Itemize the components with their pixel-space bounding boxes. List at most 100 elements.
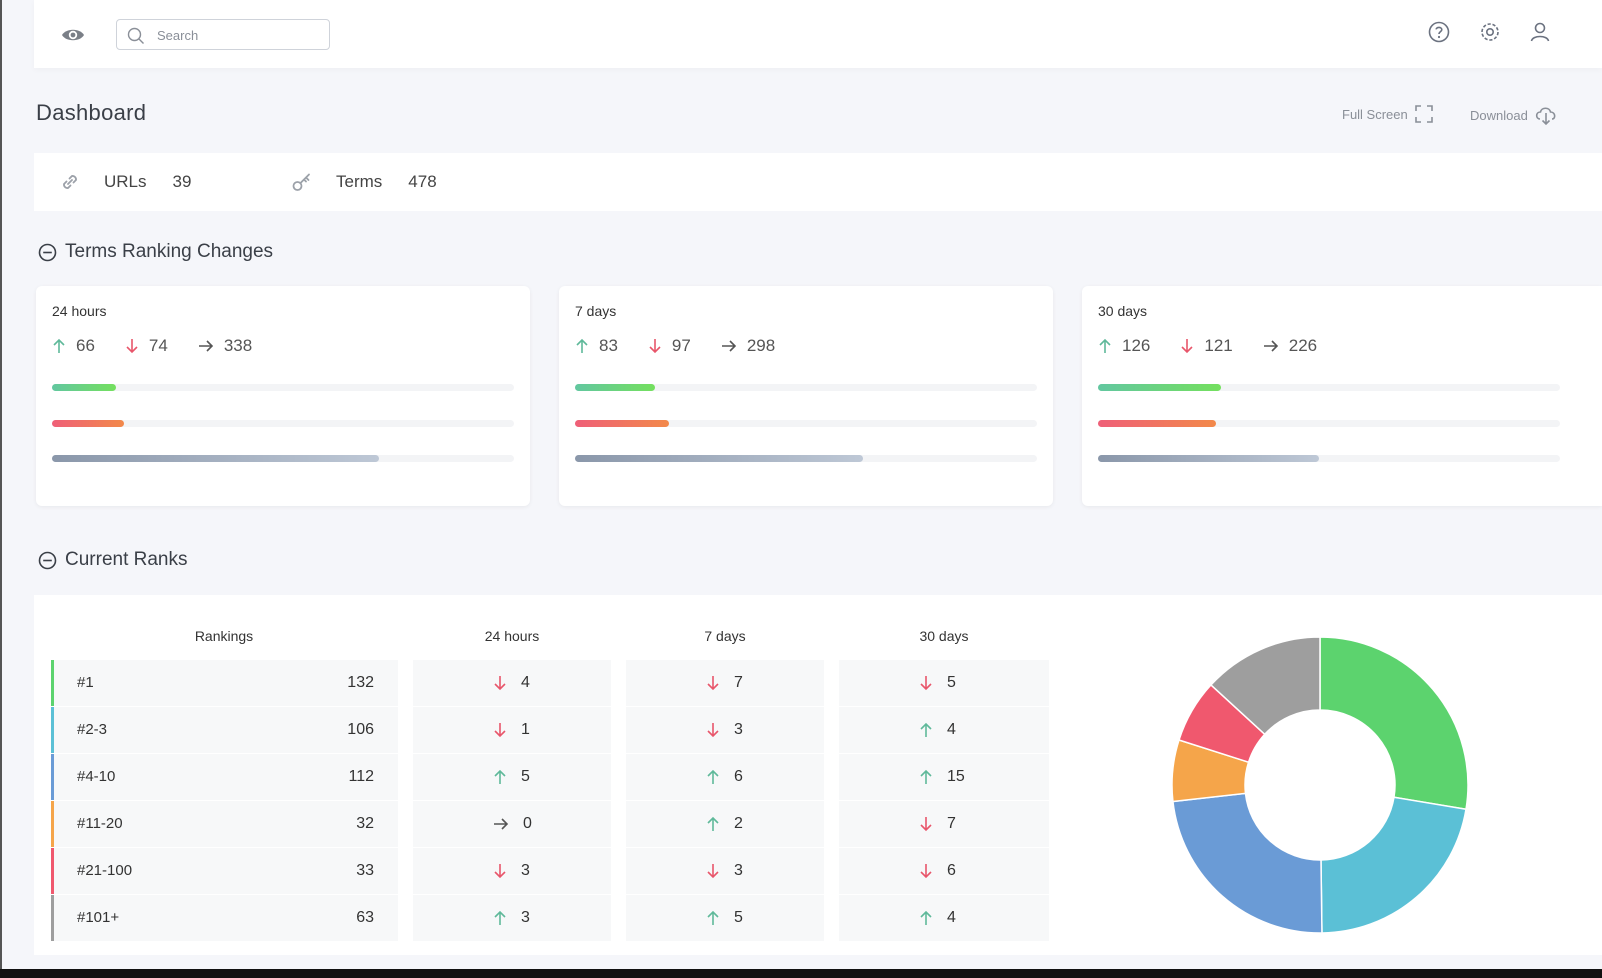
rank-row-cell[interactable]: #21-100 33 [51,848,398,894]
rank-count: 32 [356,815,374,832]
arrow-up-icon [494,769,506,784]
col-header-24h: 24 hours [484,628,540,644]
rank-count: 33 [356,862,374,879]
col-header-30d: 30 days [919,628,969,644]
donut-slice[interactable] [1209,636,1321,736]
rank-label: #1 [77,674,94,691]
rank-change-value: 0 [523,815,532,832]
rank-label: #4-10 [77,768,116,785]
stat-down: 97 [648,336,691,356]
fullscreen-label: Full Screen [1342,106,1408,122]
rank-count: 106 [347,721,374,738]
stat-up: 66 [52,336,95,356]
arrow-up-icon [707,769,719,784]
arrow-right-icon [494,818,509,830]
rank-label: #101+ [77,909,120,926]
arrow-right-icon [721,340,736,352]
arrow-up-icon [920,910,932,925]
rank-change-cell: 4 [839,707,1049,753]
rank-change-cell: 3 [626,707,824,753]
download-button[interactable]: Download [1470,104,1558,126]
change-card-30d: 30 days 126 121 226 [1082,286,1602,506]
user-icon[interactable] [1528,20,1552,44]
arrow-down-icon [1181,339,1193,354]
eye-icon[interactable] [60,22,86,48]
rank-change-value: 5 [521,768,530,785]
search-icon [127,27,144,44]
arrow-down-icon [920,817,932,832]
progress-up [1098,384,1560,391]
section-terms-ranking-changes[interactable]: Terms Ranking Changes [38,241,273,263]
minus-circle-icon[interactable] [38,551,57,570]
rank-change-cell: 2 [626,801,824,847]
rank-row-cell[interactable]: #2-3 106 [51,707,398,753]
rank-change-cell: 0 [413,801,611,847]
rank-change-value: 5 [947,674,956,691]
gear-icon[interactable] [1478,20,1502,44]
search-input[interactable] [157,26,317,44]
rank-change-value: 3 [521,909,530,926]
donut-slice[interactable] [1319,636,1469,811]
stat-same: 338 [198,336,252,356]
progress-same [52,455,514,462]
progress-down [52,420,514,427]
terms-label: Terms [336,172,383,191]
rank-change-cell: 3 [413,848,611,894]
rank-change-value: 3 [521,862,530,879]
search-box[interactable] [116,19,330,50]
arrow-down-icon [707,723,719,738]
rank-change-value: 4 [947,721,956,738]
card-period: 24 hours [52,303,107,319]
stat-up: 83 [575,336,618,356]
arrow-down-icon [649,339,661,354]
rank-change-value: 4 [947,909,956,926]
rank-change-cell: 15 [839,754,1049,800]
arrow-down-icon [494,723,506,738]
urls-summary[interactable]: URLs 39 [58,153,191,211]
rank-change-value: 1 [521,721,530,738]
summary-bar: URLs 39 Terms 478 [34,153,1602,211]
stat-up: 126 [1098,336,1150,356]
donut-slice[interactable] [1320,796,1467,934]
col-header-rankings: Rankings [194,628,254,644]
arrow-up-icon [1099,338,1111,353]
minus-circle-icon[interactable] [38,243,57,262]
section-current-ranks[interactable]: Current Ranks [38,549,188,571]
rank-change-cell: 4 [839,895,1049,941]
progress-down [575,420,1037,427]
rank-row-cell[interactable]: #4-10 112 [51,754,398,800]
fullscreen-button[interactable]: Full Screen [1342,104,1434,124]
rank-change-value: 3 [734,862,743,879]
arrow-down-icon [707,676,719,691]
section-title: Current Ranks [65,549,188,570]
progress-up [52,384,514,391]
rank-change-cell: 7 [839,801,1049,847]
arrow-down-icon [494,864,506,879]
progress-same [575,455,1037,462]
terms-summary[interactable]: Terms 478 [290,153,437,211]
rank-count: 112 [348,768,374,785]
rank-change-cell: 5 [839,660,1049,706]
arrow-right-icon [1263,340,1278,352]
cloud-download-icon [1535,107,1556,126]
rank-change-value: 5 [734,909,743,926]
stat-same: 298 [721,336,775,356]
help-icon[interactable] [1427,20,1451,44]
rank-row-cell[interactable]: #101+ 63 [51,895,398,941]
rank-change-cell: 3 [413,895,611,941]
progress-up [575,384,1037,391]
rank-change-cell: 5 [413,754,611,800]
rank-change-cell: 7 [626,660,824,706]
progress-same [1098,455,1560,462]
arrow-up-icon [53,338,65,353]
rank-change-value: 7 [734,674,743,691]
section-title: Terms Ranking Changes [65,241,274,262]
rank-row-cell[interactable]: #1 132 [51,660,398,706]
urls-label: URLs [104,172,147,191]
top-bar [34,0,1602,68]
rank-row-cell[interactable]: #11-20 32 [51,801,398,847]
page-title: Dashboard [36,100,147,125]
donut-slice[interactable] [1172,792,1323,934]
arrow-up-icon [494,910,506,925]
ranks-donut-chart [1171,636,1469,934]
